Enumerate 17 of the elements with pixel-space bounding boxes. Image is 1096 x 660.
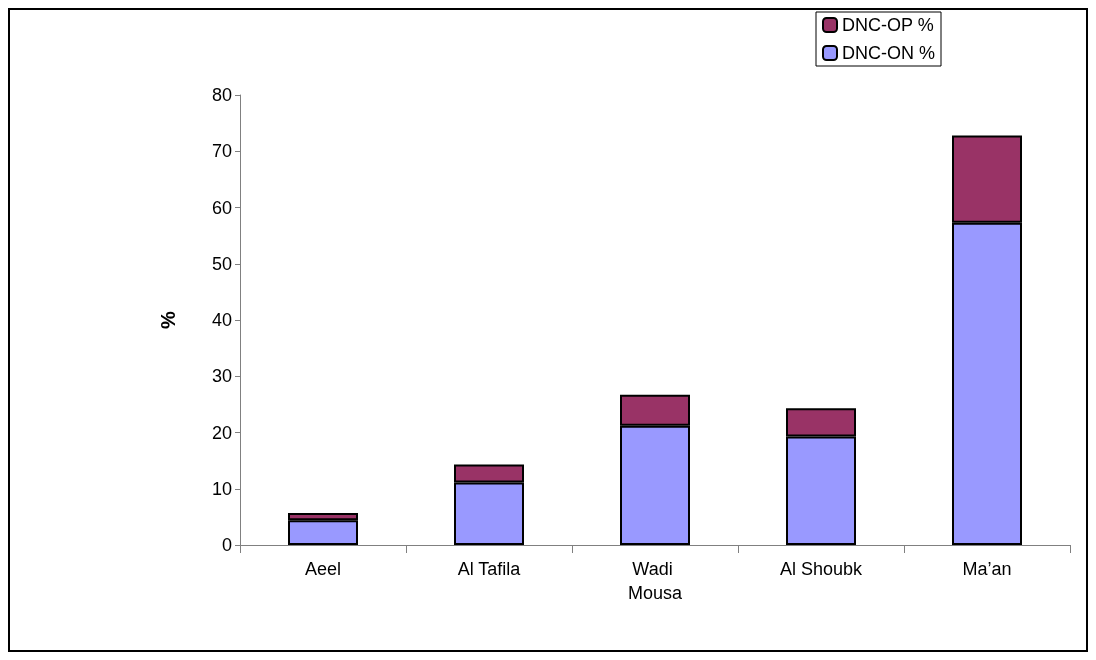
legend-label: DNC-ON % [842, 43, 935, 63]
y-tick-label: 60 [211, 197, 232, 218]
y-axis-title: % [157, 310, 179, 329]
y-tick-label: 20 [211, 422, 232, 443]
x-tick-label: Al Shoubk [779, 559, 864, 579]
y-tick-label: 50 [211, 253, 232, 274]
x-tick-label: Ma’an [962, 559, 1012, 579]
y-tick-label: 0 [221, 535, 232, 555]
y-tick-label: 30 [211, 366, 232, 387]
x-tick-label: Wadi Mousa [627, 559, 683, 603]
y-tick-label: 80 [211, 85, 232, 105]
x-tick-label: Al Tafila [457, 559, 522, 579]
y-tick-label: 10 [211, 478, 232, 499]
y-tick-label: 40 [211, 310, 232, 330]
x-tick-label: Aeel [304, 559, 342, 579]
y-tick-label: 70 [211, 141, 232, 162]
legend-label: DNC-OP % [842, 15, 934, 35]
